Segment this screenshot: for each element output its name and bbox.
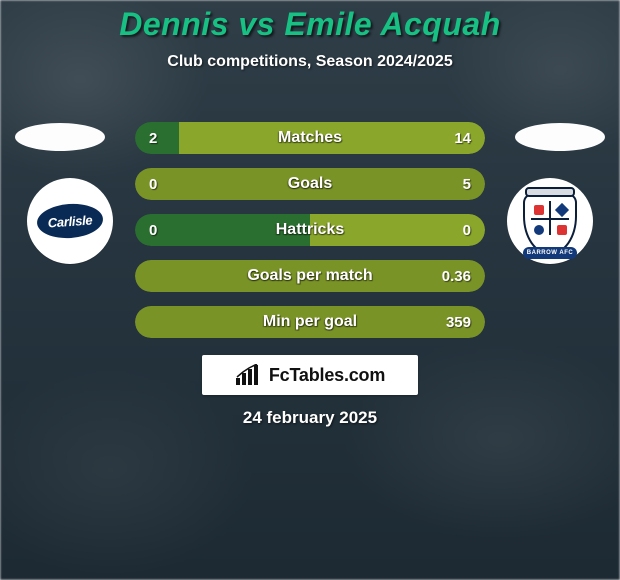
stat-row: Min per goal359 — [135, 306, 485, 338]
shield-icon: BARROW AFC — [523, 193, 577, 255]
bar-right-fill — [135, 168, 485, 200]
stat-value-right: 14 — [454, 122, 471, 154]
stat-value-right: 5 — [463, 168, 471, 200]
stat-row: Goals05 — [135, 168, 485, 200]
bar-right-fill — [310, 214, 485, 246]
date-label: 24 february 2025 — [0, 408, 620, 428]
right-country-flag — [515, 123, 605, 151]
brand-name: FcTables — [269, 365, 344, 385]
stat-row: Goals per match0.36 — [135, 260, 485, 292]
bar-left-fill — [135, 214, 310, 246]
bar-right-fill — [179, 122, 485, 154]
stat-value-right: 0 — [463, 214, 471, 246]
left-country-flag — [15, 123, 105, 151]
stat-value-right: 359 — [446, 306, 471, 338]
left-club-logo-text: Carlisle — [47, 212, 93, 230]
subtitle: Club competitions, Season 2024/2025 — [0, 53, 620, 71]
stat-value-left: 0 — [149, 168, 157, 200]
brand-domain: .com — [344, 365, 385, 385]
bar-right-fill — [135, 306, 485, 338]
left-club-logo: Carlisle — [36, 202, 104, 241]
right-club-logo: BARROW AFC — [521, 187, 579, 255]
page-title: Dennis vs Emile Acquah — [0, 0, 620, 43]
stat-rows: Matches214Goals05Hattricks00Goals per ma… — [135, 122, 485, 352]
stat-value-left: 2 — [149, 122, 157, 154]
left-club-badge: Carlisle — [27, 178, 113, 264]
bar-right-fill — [135, 260, 485, 292]
stat-row: Matches214 — [135, 122, 485, 154]
stat-row: Hattricks00 — [135, 214, 485, 246]
comparison-card: Dennis vs Emile Acquah Club competitions… — [0, 0, 620, 580]
brand-bars-icon — [235, 364, 261, 386]
brand-text: FcTables.com — [269, 365, 385, 386]
stat-value-right: 0.36 — [442, 260, 471, 292]
stat-value-left: 0 — [149, 214, 157, 246]
right-club-badge: BARROW AFC — [507, 178, 593, 264]
right-club-scroll: BARROW AFC — [523, 247, 577, 259]
brand-badge: FcTables.com — [202, 355, 418, 395]
